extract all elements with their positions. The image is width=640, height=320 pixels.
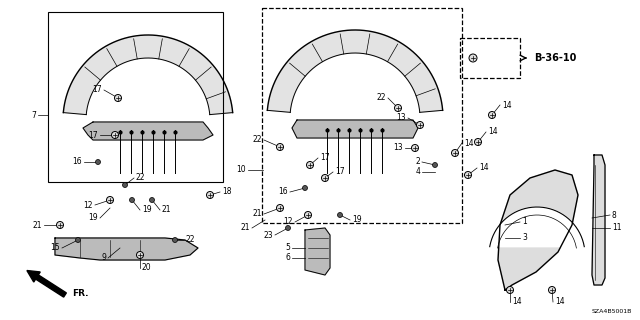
Text: 22: 22 <box>376 93 386 102</box>
Text: 18: 18 <box>222 188 232 196</box>
Text: 2: 2 <box>415 157 420 166</box>
Circle shape <box>111 132 118 139</box>
Circle shape <box>106 196 113 204</box>
Text: 21: 21 <box>162 205 172 214</box>
Circle shape <box>433 163 438 167</box>
Circle shape <box>465 172 472 179</box>
Circle shape <box>417 122 424 129</box>
Text: 21: 21 <box>33 220 42 229</box>
Text: 8: 8 <box>612 211 617 220</box>
Text: 14: 14 <box>488 127 498 137</box>
Text: 21: 21 <box>241 223 250 233</box>
Text: 10: 10 <box>236 165 246 174</box>
Text: 22: 22 <box>253 135 262 145</box>
Circle shape <box>548 286 556 293</box>
Text: SZA4B5001B: SZA4B5001B <box>591 309 632 314</box>
Circle shape <box>122 182 127 188</box>
Circle shape <box>394 105 401 111</box>
Polygon shape <box>63 35 233 115</box>
Polygon shape <box>83 122 213 140</box>
Text: 14: 14 <box>555 298 564 307</box>
Polygon shape <box>498 170 578 290</box>
Circle shape <box>305 212 312 219</box>
Text: 13: 13 <box>396 114 406 123</box>
Text: 21: 21 <box>253 210 262 219</box>
Circle shape <box>136 252 143 259</box>
Circle shape <box>337 212 342 218</box>
Text: 11: 11 <box>612 223 621 233</box>
Text: 6: 6 <box>285 253 290 262</box>
Text: 22: 22 <box>186 236 195 244</box>
Circle shape <box>506 286 513 293</box>
Text: 19: 19 <box>352 215 362 225</box>
Circle shape <box>307 162 314 169</box>
Circle shape <box>285 226 291 230</box>
Circle shape <box>469 54 477 62</box>
Text: 12: 12 <box>284 218 293 227</box>
Text: FR.: FR. <box>72 290 88 299</box>
Text: 7: 7 <box>31 110 36 119</box>
Text: 16: 16 <box>72 157 82 166</box>
Circle shape <box>488 111 495 118</box>
Polygon shape <box>268 30 443 112</box>
FancyArrow shape <box>27 270 67 297</box>
Text: 14: 14 <box>479 164 488 172</box>
Circle shape <box>129 197 134 203</box>
Text: 16: 16 <box>278 188 288 196</box>
Polygon shape <box>55 238 198 260</box>
Circle shape <box>321 174 328 181</box>
Text: 9: 9 <box>101 253 106 262</box>
Polygon shape <box>292 120 418 138</box>
Text: 19: 19 <box>142 205 152 214</box>
Circle shape <box>303 186 307 190</box>
Text: 13: 13 <box>394 143 403 153</box>
Text: 3: 3 <box>522 234 527 243</box>
Text: 12: 12 <box>83 201 93 210</box>
Polygon shape <box>592 155 605 285</box>
Text: 19: 19 <box>88 213 98 222</box>
Circle shape <box>95 159 100 164</box>
Circle shape <box>173 237 177 243</box>
Circle shape <box>76 237 81 243</box>
Text: 14: 14 <box>502 100 511 109</box>
Circle shape <box>276 143 284 150</box>
Text: 4: 4 <box>415 167 420 177</box>
Text: 17: 17 <box>335 167 344 177</box>
Text: 17: 17 <box>320 154 330 163</box>
Circle shape <box>451 149 458 156</box>
Text: 22: 22 <box>136 173 145 182</box>
Bar <box>460 38 520 78</box>
Circle shape <box>150 197 154 203</box>
Text: 23: 23 <box>264 230 273 239</box>
Circle shape <box>412 145 419 151</box>
Text: 17: 17 <box>88 131 98 140</box>
Bar <box>48 12 223 182</box>
Text: 14: 14 <box>512 298 522 307</box>
Circle shape <box>56 221 63 228</box>
Polygon shape <box>305 228 330 275</box>
Text: B-36-10: B-36-10 <box>534 53 577 63</box>
Text: 20: 20 <box>142 263 152 273</box>
Text: 14: 14 <box>464 139 474 148</box>
Polygon shape <box>490 207 584 247</box>
Text: 1: 1 <box>522 218 527 227</box>
Text: 15: 15 <box>51 244 60 252</box>
Circle shape <box>207 191 214 198</box>
Text: 17: 17 <box>92 85 102 94</box>
Circle shape <box>276 204 284 212</box>
Circle shape <box>474 139 481 146</box>
Bar <box>262 8 462 223</box>
Text: 5: 5 <box>285 244 290 252</box>
Circle shape <box>115 94 122 101</box>
